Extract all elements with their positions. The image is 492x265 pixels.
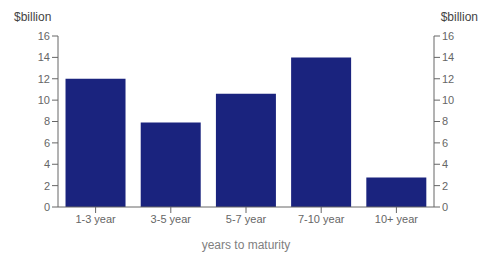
html-text:$billion: $billion <box>14 10 52 24</box>
svg-text:6: 6 <box>44 137 50 149</box>
svg-text:4: 4 <box>442 158 448 170</box>
svg-text:1-3 year: 1-3 year <box>75 213 116 225</box>
svg-text:10: 10 <box>38 94 50 106</box>
svg-text:4: 4 <box>44 158 50 170</box>
svg-text:0: 0 <box>44 201 50 213</box>
svg-text:years to maturity: years to maturity <box>202 238 291 252</box>
svg-text:16: 16 <box>38 30 50 42</box>
svg-text:0: 0 <box>442 201 448 213</box>
svg-text:16: 16 <box>442 30 454 42</box>
svg-text:2: 2 <box>442 180 448 192</box>
svg-text:10: 10 <box>442 94 454 106</box>
svg-text:6: 6 <box>442 137 448 149</box>
svg-text:8: 8 <box>442 115 448 127</box>
svg-text:14: 14 <box>442 51 454 63</box>
html-text:$billion: $billion <box>440 10 478 24</box>
svg-text:12: 12 <box>442 73 454 85</box>
svg-text:5-7 year: 5-7 year <box>226 213 267 225</box>
svg-text:8: 8 <box>44 115 50 127</box>
svg-text:14: 14 <box>38 51 50 63</box>
svg-text:12: 12 <box>38 73 50 85</box>
svg-text:7-10 year: 7-10 year <box>298 213 345 225</box>
svg-text:2: 2 <box>44 180 50 192</box>
svg-text:10+ year: 10+ year <box>375 213 418 225</box>
svg-text:3-5 year: 3-5 year <box>151 213 192 225</box>
